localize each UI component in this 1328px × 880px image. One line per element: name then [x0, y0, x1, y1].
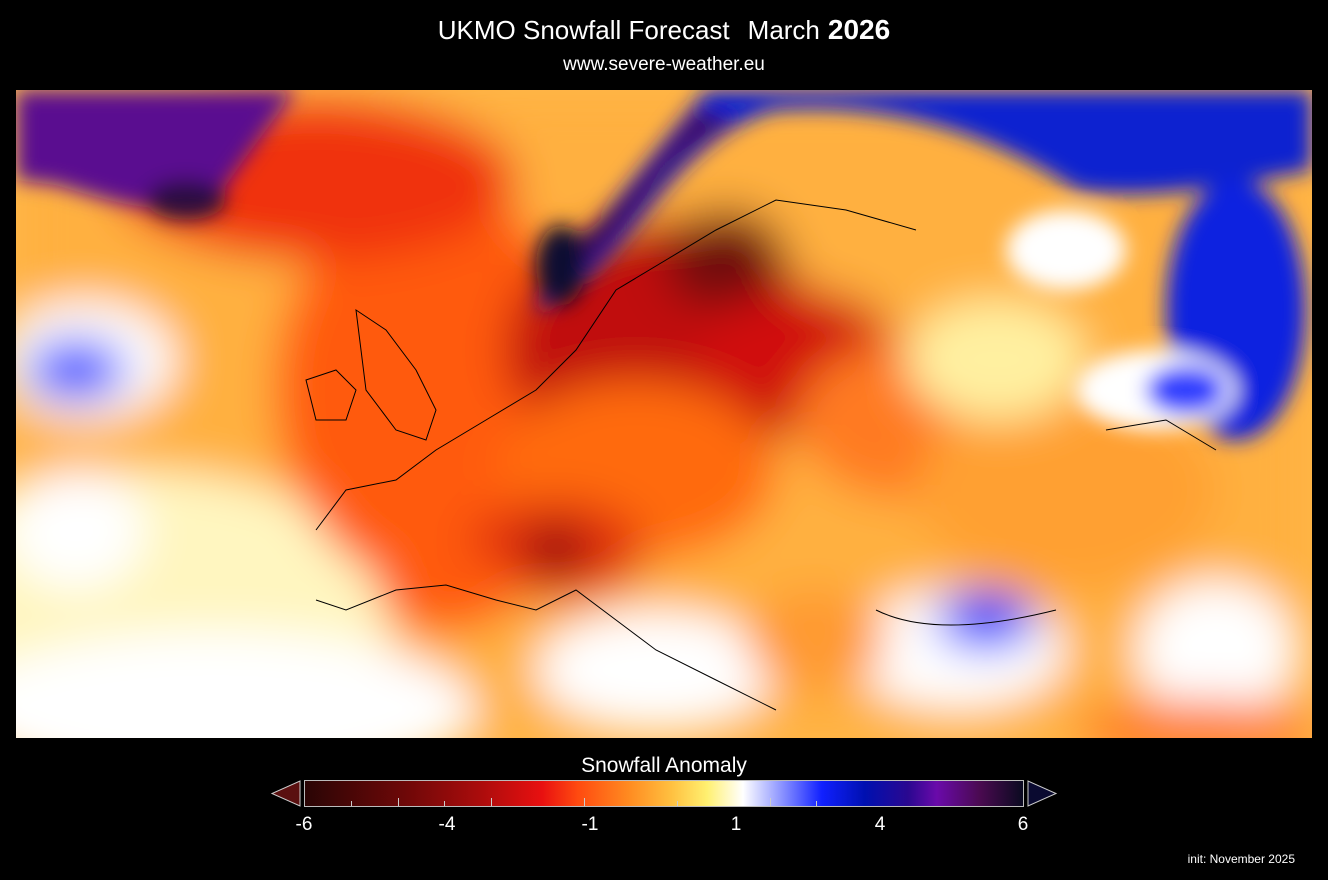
colorbar-label: -4 [438, 814, 456, 835]
colorbar [304, 780, 1024, 807]
colorbar-tick [398, 798, 399, 806]
colorbar-label: -6 [295, 814, 313, 835]
map-title: UKMO Snowfall Forecast March 2026 [0, 14, 1328, 46]
colorbar-minor-tick [351, 801, 352, 806]
title-text: UKMO Snowfall Forecast [437, 15, 730, 45]
colorbar-minor-tick [816, 801, 817, 806]
colorbar-minor-tick [677, 801, 678, 806]
title-year: 2026 [827, 14, 891, 45]
colorbar-tick [584, 798, 585, 806]
colorbar-label: 4 [874, 814, 886, 835]
coastlines [305, 199, 1217, 711]
colorbar-title: Snowfall Anomaly [581, 754, 747, 777]
colorbar-minor-tick [444, 801, 445, 806]
snowfall-anomaly-map [16, 90, 1312, 738]
colorbar-min-extend-arrow [270, 780, 301, 807]
colorbar-label: -1 [581, 814, 599, 835]
title-month: March [747, 15, 820, 45]
colorbar-tick [491, 798, 492, 806]
colorbar-tick [770, 798, 771, 806]
source-url: www.severe-weather.eu [563, 54, 765, 75]
colorbar-max-extend-arrow [1027, 780, 1058, 807]
init-date: init: November 2025 [1187, 852, 1295, 866]
colorbar-label: 6 [1017, 814, 1029, 835]
colorbar-label: 1 [730, 814, 742, 835]
